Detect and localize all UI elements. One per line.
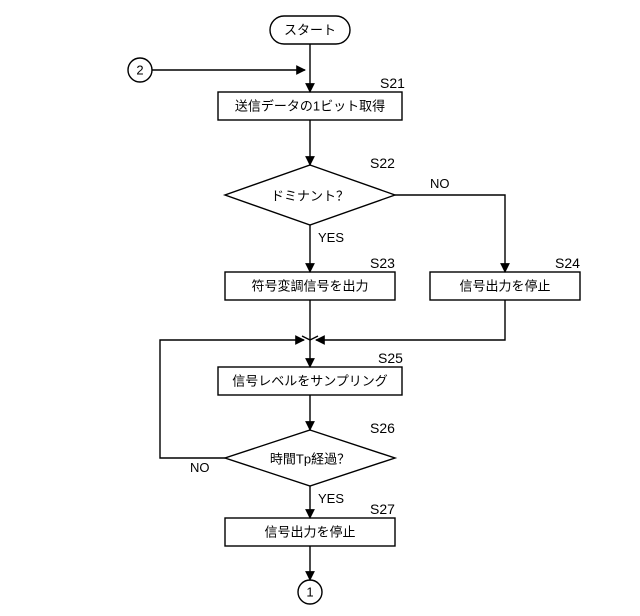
s26-step: S26 bbox=[370, 420, 395, 436]
connector-1: 1 bbox=[298, 580, 322, 604]
s22-diamond: ドミナント？ S22 bbox=[225, 155, 395, 225]
connector-2-label: 2 bbox=[136, 62, 143, 77]
s25-step: S25 bbox=[378, 350, 403, 366]
s26-yes-label: YES bbox=[318, 491, 344, 506]
s23-label: 符号変調信号を出力 bbox=[251, 278, 368, 293]
s27-step: S27 bbox=[370, 501, 395, 517]
s22-step: S22 bbox=[370, 155, 395, 171]
s21-step: S21 bbox=[380, 75, 405, 91]
edge-s22-s24 bbox=[395, 195, 505, 272]
s21-box: 送信データの1ビット取得 S21 bbox=[218, 75, 405, 120]
s26-no-label: NO bbox=[190, 460, 210, 475]
connector-2: 2 bbox=[128, 58, 152, 82]
edge-s24-merge bbox=[316, 300, 505, 340]
s23-step: S23 bbox=[370, 255, 395, 271]
start-label: スタート bbox=[284, 22, 336, 37]
connector-1-label: 1 bbox=[306, 584, 313, 599]
start-node: スタート bbox=[270, 16, 350, 44]
s22-no-label: NO bbox=[430, 176, 450, 191]
s21-label: 送信データの1ビット取得 bbox=[235, 98, 385, 113]
s22-label: ドミナント？ bbox=[271, 188, 349, 203]
s25-label: 信号レベルをサンプリング bbox=[232, 373, 388, 388]
s22-yes-label: YES bbox=[318, 230, 344, 245]
s24-label: 信号出力を停止 bbox=[459, 278, 550, 293]
s24-step: S24 bbox=[555, 255, 580, 271]
s27-label: 信号出力を停止 bbox=[264, 524, 355, 539]
s26-label: 時間Tp経過？ bbox=[270, 451, 350, 466]
